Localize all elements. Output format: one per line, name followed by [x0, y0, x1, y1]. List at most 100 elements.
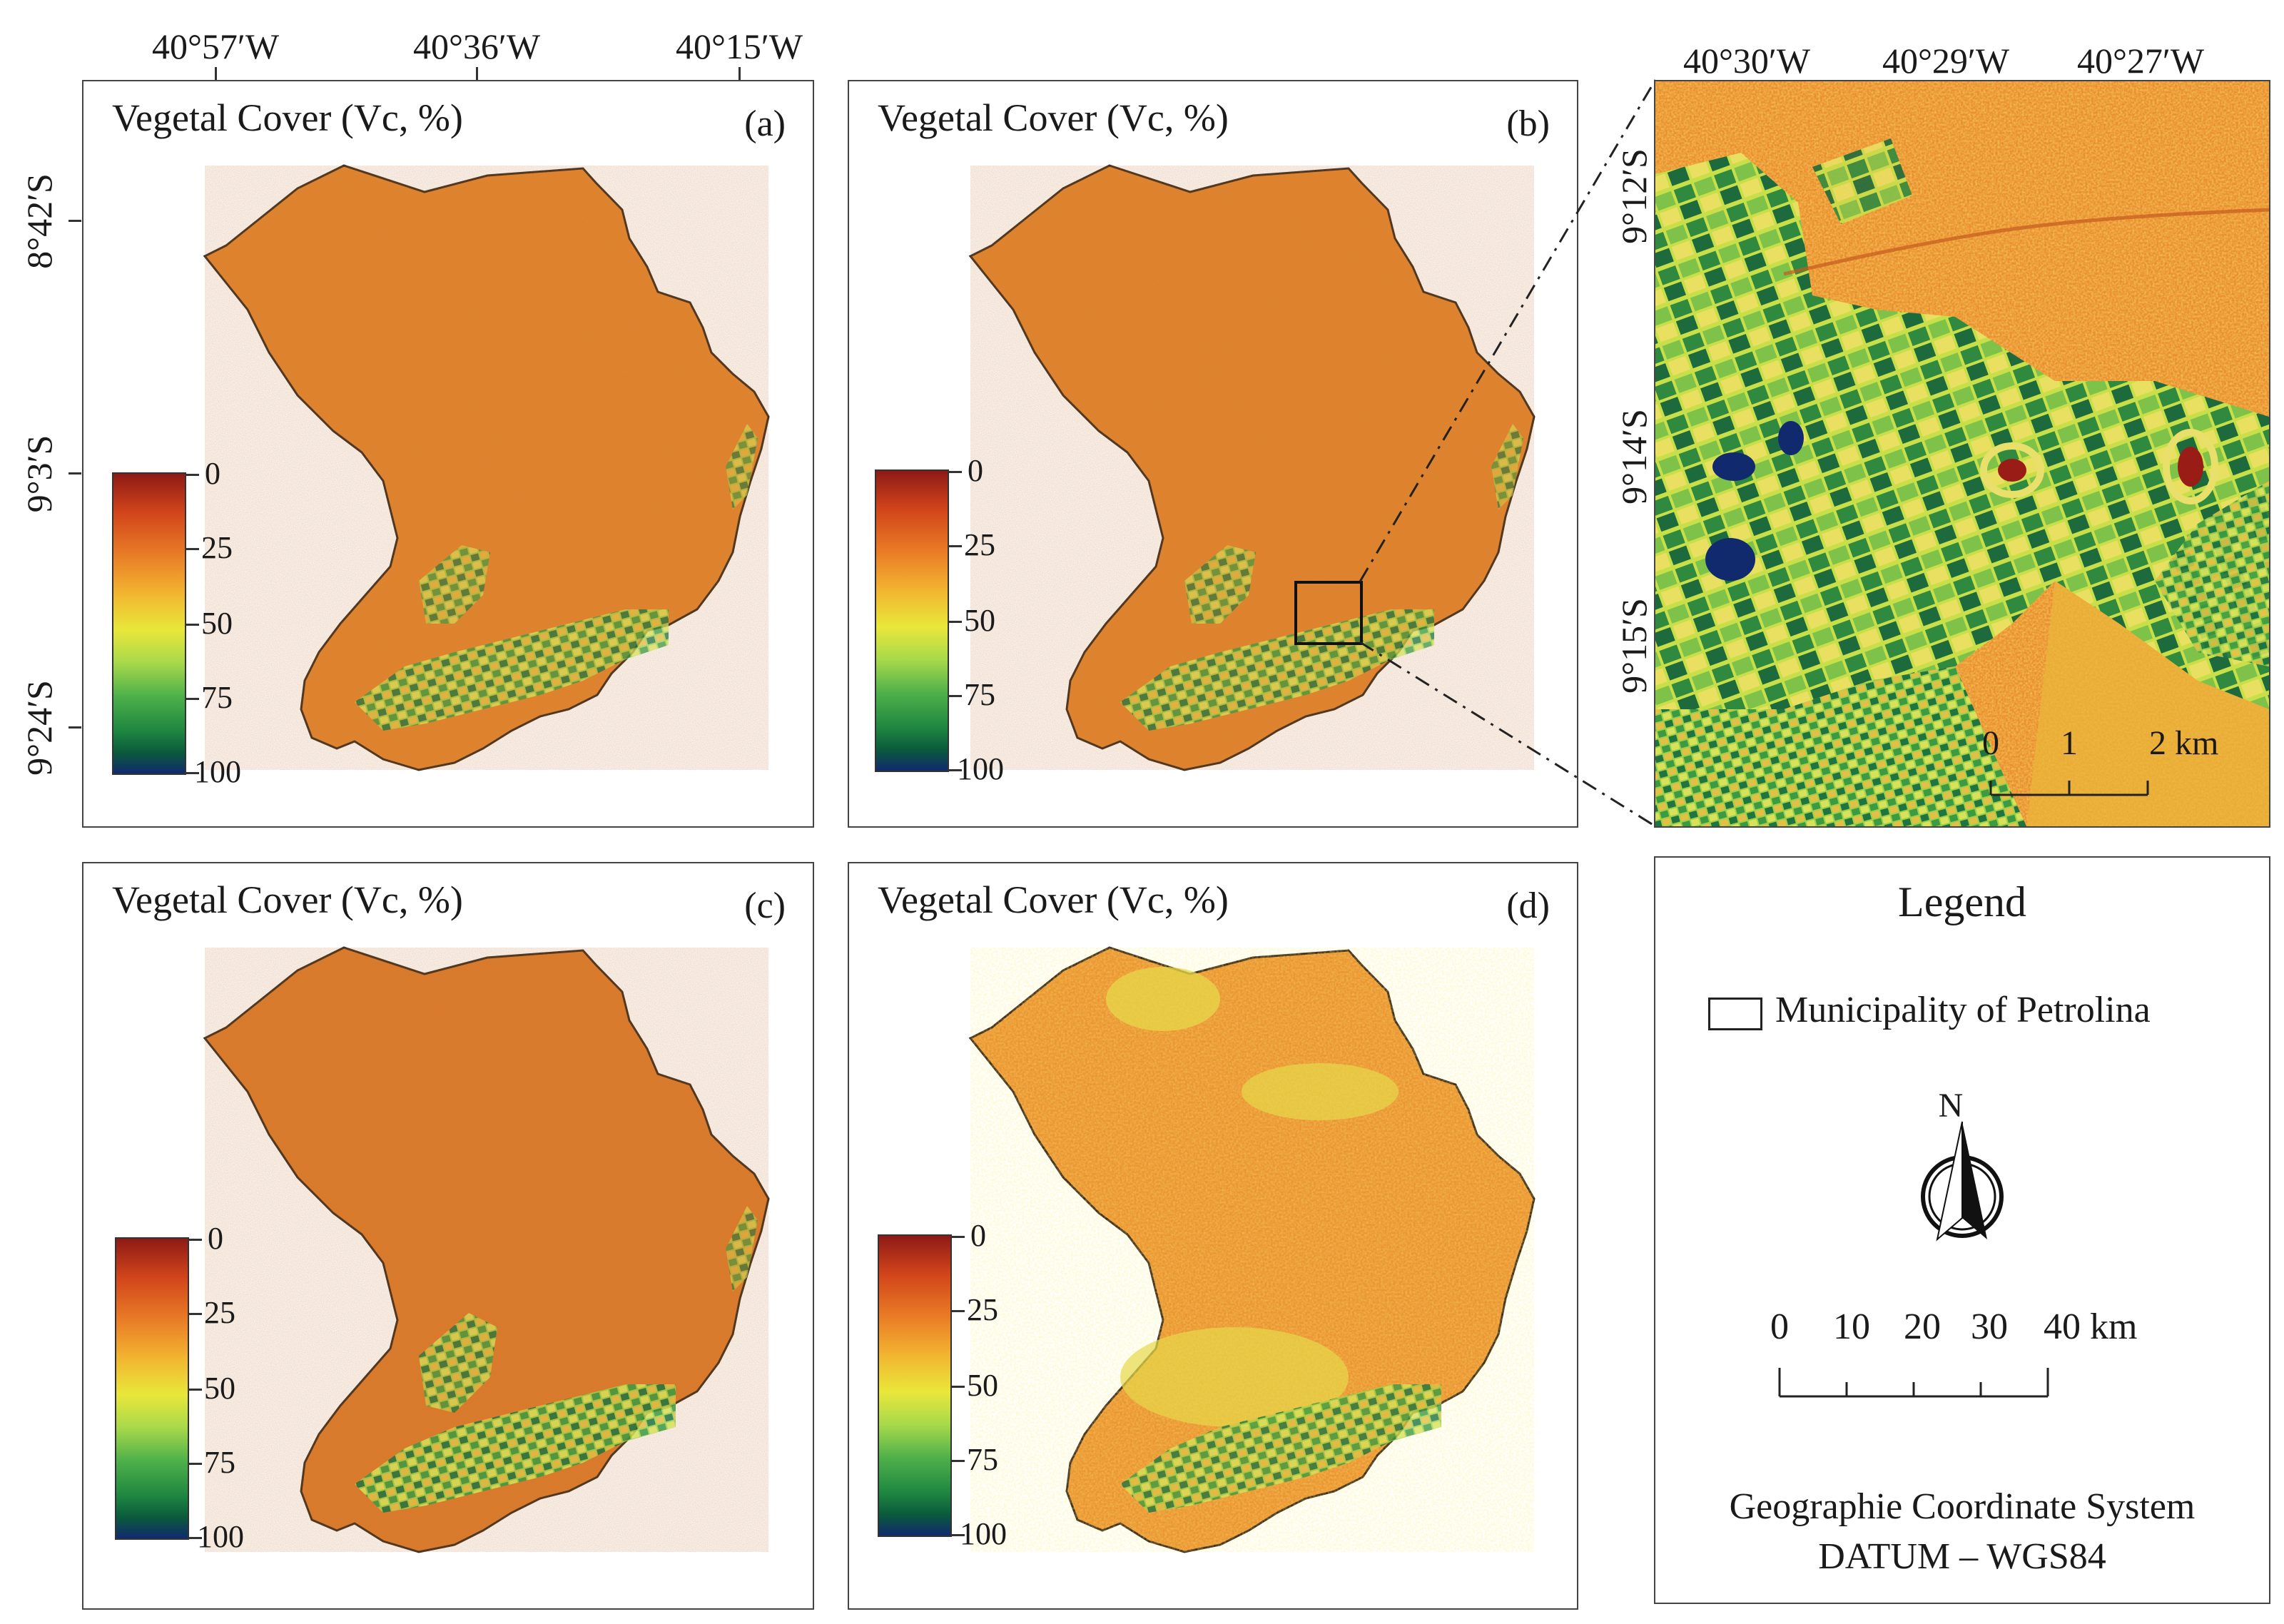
panel-letter: (b)	[1506, 103, 1550, 144]
colorbar-label: 50	[964, 603, 995, 638]
irrigated-fields	[1655, 666, 2026, 826]
colorbar-tick	[948, 621, 962, 623]
inset-longitude-label: 40°29′W	[1882, 41, 2010, 81]
municipality-map-a	[203, 164, 770, 771]
scale-label: 0	[1770, 1306, 1789, 1347]
irrigated-area	[1120, 609, 1434, 731]
colorbar-label: 50	[201, 606, 233, 641]
colorbar-tick	[948, 545, 962, 547]
scale-label: 30	[1971, 1306, 2008, 1347]
colorbar-tick	[950, 1386, 965, 1388]
municipality-swatch	[1708, 998, 1762, 1030]
colorbar-tick	[188, 1239, 202, 1241]
scale-label: 20	[1904, 1306, 1941, 1347]
map-panel-c: Vegetal Cover (Vc, %) (c) 0 25 50 75 100	[82, 862, 814, 1610]
colorbar-label: 0	[968, 453, 983, 488]
panel-letter: (a)	[744, 103, 786, 144]
latitude-tick	[68, 472, 81, 474]
municipality-map-b	[968, 164, 1536, 771]
irrigated-area	[419, 1313, 497, 1413]
longitude-tick	[476, 67, 478, 80]
colorbar-tick	[950, 1310, 965, 1312]
colorbar-tick	[185, 474, 199, 476]
irrigated-area	[726, 1206, 758, 1291]
longitude-label: 40°36′W	[412, 26, 541, 66]
colorbar-label: 0	[205, 456, 220, 491]
vegetation-patch	[1242, 1063, 1399, 1120]
irrigated-fields	[2155, 481, 2269, 666]
inset-map-panel: 0 1 2 km	[1654, 80, 2270, 828]
vegetation-patch	[1120, 1327, 1349, 1427]
map-panel-a: Vegetal Cover (Vc, %) (a) 0 25 50 75 100	[82, 80, 814, 828]
colorbar-label: 75	[964, 677, 995, 712]
colorbar-tick	[188, 1313, 202, 1315]
colorbar-label: 25	[967, 1292, 998, 1327]
colorbar-label: 25	[964, 527, 995, 562]
longitude-tick	[739, 67, 741, 80]
colorbar-label: 100	[960, 1516, 1007, 1551]
colorbar-label: 100	[197, 1519, 244, 1554]
colorbar-tick	[950, 1236, 965, 1238]
colorbar-tick	[948, 695, 962, 697]
colorbar-tick	[188, 1389, 202, 1391]
colorbar-label: 75	[967, 1442, 998, 1477]
sparse-vegetation	[2026, 581, 2269, 826]
reservoir	[2178, 447, 2203, 487]
irrigated-fields	[1655, 153, 2269, 709]
colorbar-tick	[185, 624, 199, 626]
latitude-tick	[68, 726, 81, 729]
inset-scale-label: 0	[1982, 724, 1999, 762]
road	[1783, 208, 2269, 276]
colorbar-tick	[950, 1534, 965, 1536]
latitude-tick	[68, 220, 81, 222]
colorbar	[115, 1237, 189, 1540]
colorbar-tick	[188, 1537, 202, 1539]
irrigated-area	[1120, 1384, 1441, 1513]
colorbar-label: 25	[204, 1295, 235, 1330]
crs-line-1: Geographie Coordinate System	[1729, 1486, 2196, 1527]
crs-line-2: DATUM – WGS84	[1818, 1536, 2106, 1577]
north-label: N	[1938, 1087, 1964, 1125]
longitude-tick	[215, 67, 217, 80]
inset-scale-label: 2 km	[2149, 724, 2219, 762]
colorbar-tick	[185, 772, 199, 774]
reservoir	[1998, 459, 2026, 482]
municipality-map-d	[968, 946, 1536, 1553]
scale-label: 10	[1833, 1306, 1870, 1347]
inset-scale-label: 1	[2061, 724, 2078, 762]
colorbar-label: 75	[204, 1445, 235, 1480]
colorbar-label: 75	[201, 680, 233, 715]
legend-item-label: Municipality of Petrolina	[1775, 990, 2151, 1030]
connector-line	[1359, 641, 1656, 828]
reservoir-rim	[1980, 442, 2044, 498]
panel-title: Vegetal Cover (Vc, %)	[878, 878, 1229, 921]
colorbar-tick	[948, 769, 962, 771]
north-arrow-icon	[1921, 1121, 2004, 1242]
colorbar-label: 25	[201, 530, 233, 565]
colorbar-label: 100	[957, 751, 1004, 786]
colorbar-label: 0	[970, 1218, 986, 1253]
connector-line	[1359, 79, 1657, 582]
irrigated-area	[1491, 424, 1523, 509]
colorbar-label: 50	[204, 1371, 235, 1406]
panel-letter: (c)	[744, 885, 786, 926]
water-body	[1778, 421, 1804, 455]
irrigated-area	[1184, 545, 1256, 624]
legend-panel: Legend Municipality of Petrolina N 0 10 …	[1654, 856, 2270, 1604]
inset-longitude-label: 40°27′W	[2076, 41, 2205, 81]
colorbar-tick	[185, 698, 199, 700]
colorbar-tick	[950, 1460, 965, 1462]
inset-map	[1655, 81, 2269, 826]
colorbar	[112, 472, 186, 775]
colorbar-tick	[185, 548, 199, 550]
inset-extent-box	[1294, 581, 1363, 645]
legend-title: Legend	[1898, 878, 2026, 925]
longitude-label: 40°15′W	[675, 26, 803, 66]
panel-title: Vegetal Cover (Vc, %)	[878, 96, 1229, 139]
municipality-map-c	[203, 946, 770, 1553]
vegetation-patch	[1106, 967, 1220, 1031]
longitude-label: 40°57′W	[151, 26, 280, 66]
colorbar-label: 0	[208, 1221, 223, 1256]
irrigated-fields	[1812, 138, 1912, 224]
